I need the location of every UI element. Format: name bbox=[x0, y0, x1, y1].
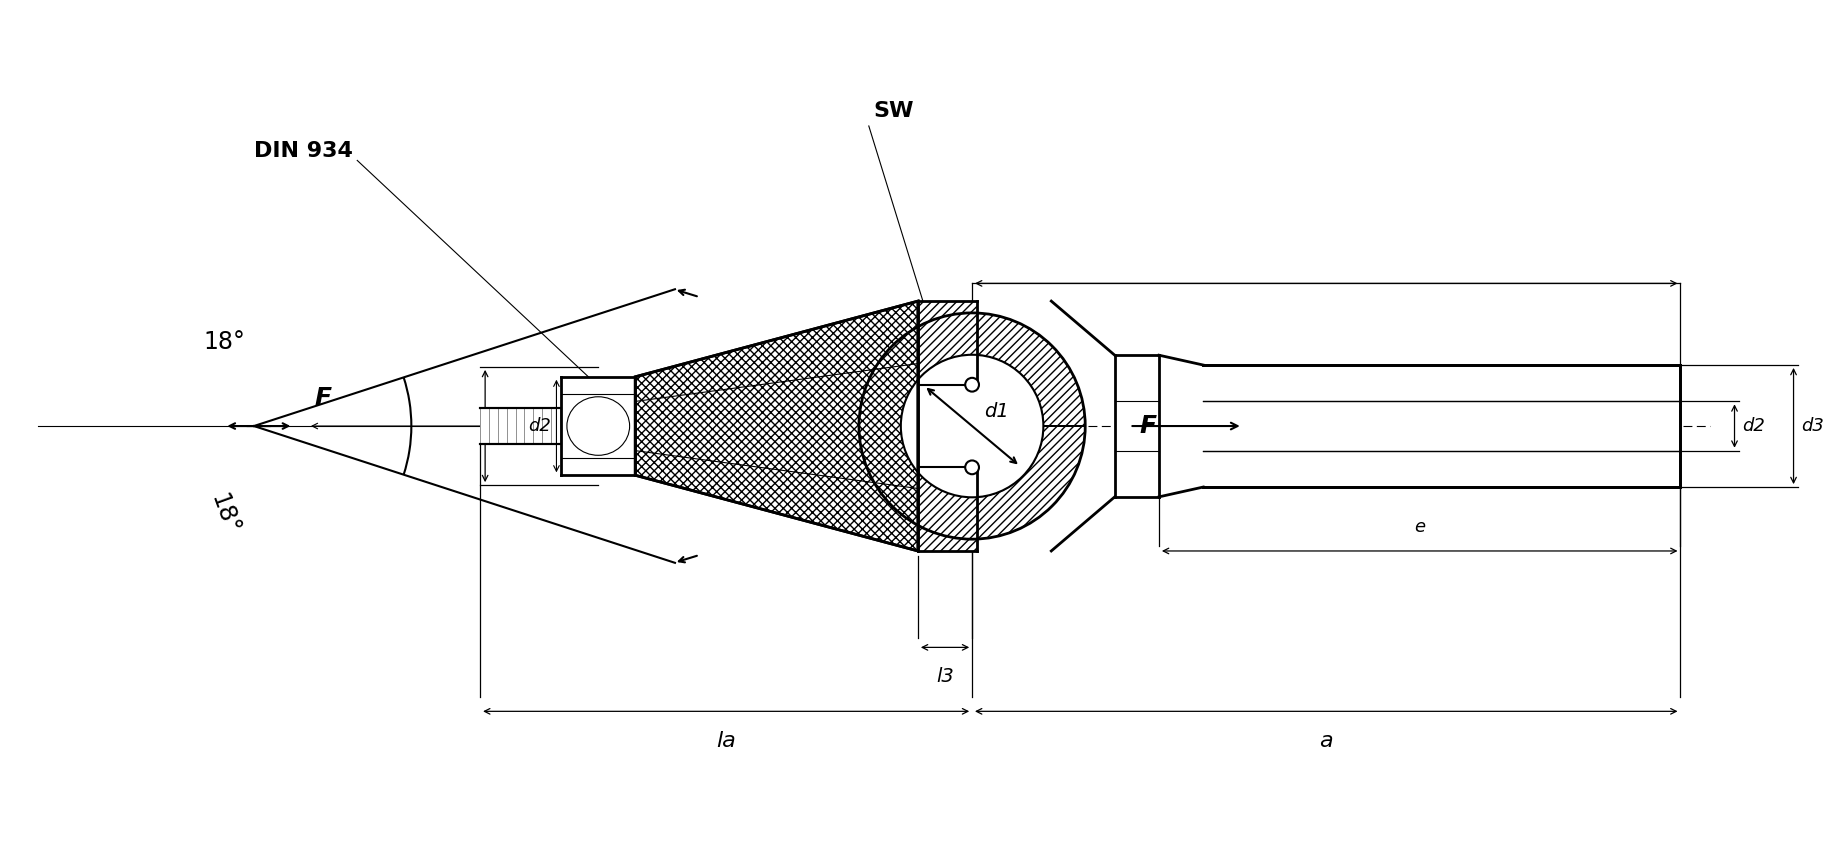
Text: 18°: 18° bbox=[207, 490, 243, 538]
Polygon shape bbox=[635, 301, 918, 551]
Text: DIN 934: DIN 934 bbox=[254, 140, 353, 161]
Text: la: la bbox=[717, 731, 735, 751]
Polygon shape bbox=[860, 313, 1085, 539]
Text: e: e bbox=[1414, 518, 1425, 536]
Polygon shape bbox=[1203, 450, 1681, 487]
Polygon shape bbox=[1114, 355, 1160, 401]
Circle shape bbox=[902, 354, 1043, 497]
Circle shape bbox=[860, 313, 1085, 539]
Polygon shape bbox=[1203, 365, 1681, 401]
Circle shape bbox=[966, 377, 979, 391]
Polygon shape bbox=[1114, 355, 1681, 496]
Polygon shape bbox=[918, 467, 977, 551]
Text: F: F bbox=[315, 387, 331, 411]
Polygon shape bbox=[562, 377, 635, 475]
Text: a: a bbox=[1319, 731, 1333, 751]
Circle shape bbox=[966, 461, 979, 474]
Text: F: F bbox=[1139, 414, 1156, 438]
Polygon shape bbox=[918, 301, 977, 384]
Text: d3: d3 bbox=[1802, 417, 1824, 435]
Text: SW: SW bbox=[874, 101, 914, 122]
Text: d2: d2 bbox=[529, 417, 552, 435]
Text: d1: d1 bbox=[984, 402, 1008, 421]
Polygon shape bbox=[1114, 450, 1160, 496]
Text: d2: d2 bbox=[1743, 417, 1765, 435]
Polygon shape bbox=[1203, 365, 1681, 487]
Text: 18°: 18° bbox=[203, 330, 245, 354]
Text: l3: l3 bbox=[936, 667, 955, 686]
Polygon shape bbox=[481, 408, 562, 443]
Polygon shape bbox=[860, 313, 1085, 539]
